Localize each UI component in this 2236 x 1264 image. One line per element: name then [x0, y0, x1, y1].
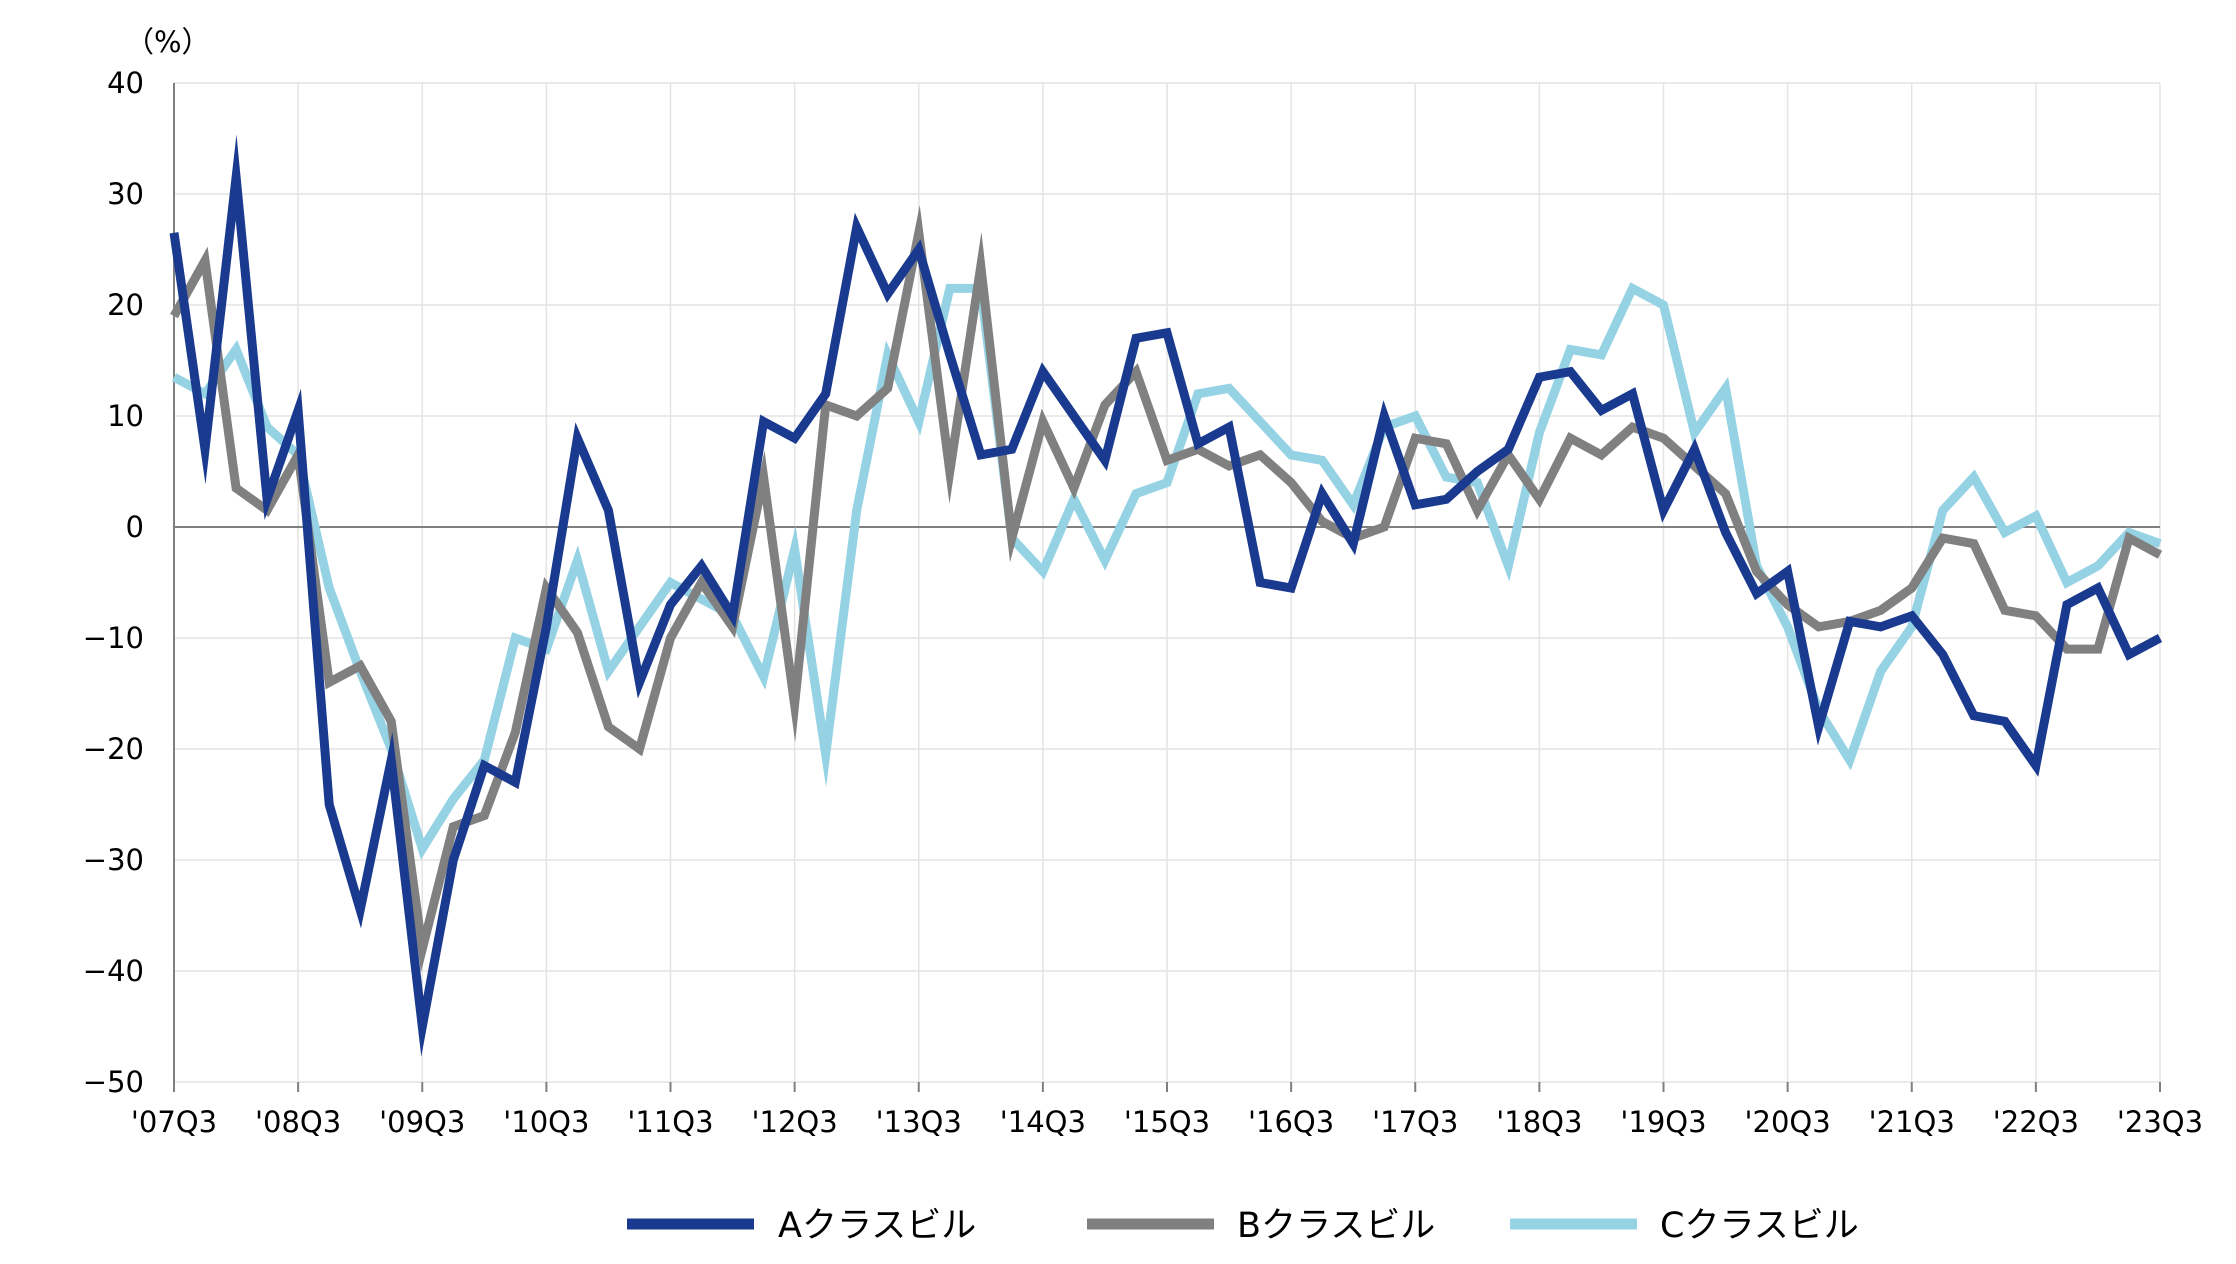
x-tick-label: '12Q3 — [752, 1105, 838, 1139]
x-tick-label: '20Q3 — [1745, 1105, 1831, 1139]
legend: Aクラスビル Bクラスビル Cクラスビル — [627, 1206, 1859, 1246]
x-tick-label: '15Q3 — [1124, 1105, 1210, 1139]
y-tick-label: −50 — [83, 1065, 144, 1099]
series-lines — [169, 134, 2163, 1057]
y-tick-label: 0 — [126, 510, 144, 544]
x-tick-label: '21Q3 — [1869, 1105, 1955, 1139]
x-tick-label: '13Q3 — [876, 1105, 962, 1139]
x-tick-label: '22Q3 — [1993, 1105, 2079, 1139]
series-line-a — [169, 134, 2163, 1057]
legend-label: Bクラスビル — [1237, 1206, 1435, 1246]
legend-label: Cクラスビル — [1660, 1206, 1859, 1246]
y-tick-label: −30 — [83, 843, 144, 877]
y-axis-ticks: 40 30 20 10 0 −10 −20 −30 −40 −50 — [83, 66, 144, 1099]
x-tick-label: '19Q3 — [1620, 1105, 1706, 1139]
x-tick-label: '10Q3 — [503, 1105, 589, 1139]
legend-label: Aクラスビル — [778, 1206, 976, 1246]
y-tick-label: 40 — [107, 66, 144, 100]
y-tick-label: −40 — [83, 954, 144, 988]
x-tick-label: '07Q3 — [131, 1105, 217, 1139]
series-line-b — [170, 205, 2163, 973]
x-tick-label: '17Q3 — [1372, 1105, 1458, 1139]
x-tick-label: '16Q3 — [1248, 1105, 1334, 1139]
y-tick-label: 10 — [107, 399, 144, 433]
x-axis-ticks: '07Q3 '08Q3 '09Q3 '10Q3 '11Q3 '12Q3 '13Q3 '14Q3… — [131, 1082, 2203, 1139]
x-tick-label: '14Q3 — [1000, 1105, 1086, 1139]
x-tick-label: '11Q3 — [627, 1105, 713, 1139]
y-tick-label: 20 — [107, 288, 144, 322]
x-tick-label: '08Q3 — [255, 1105, 341, 1139]
x-tick-label: '23Q3 — [2117, 1105, 2203, 1139]
y-axis-unit-label: （%） — [125, 25, 211, 59]
gridlines — [173, 82, 2161, 1083]
x-tick-label: '09Q3 — [379, 1105, 465, 1139]
y-tick-label: −20 — [83, 732, 144, 766]
x-tick-label: '18Q3 — [1496, 1105, 1582, 1139]
y-tick-label: 30 — [107, 177, 144, 211]
y-tick-label: −10 — [83, 621, 144, 655]
series-line-c — [171, 282, 2162, 860]
